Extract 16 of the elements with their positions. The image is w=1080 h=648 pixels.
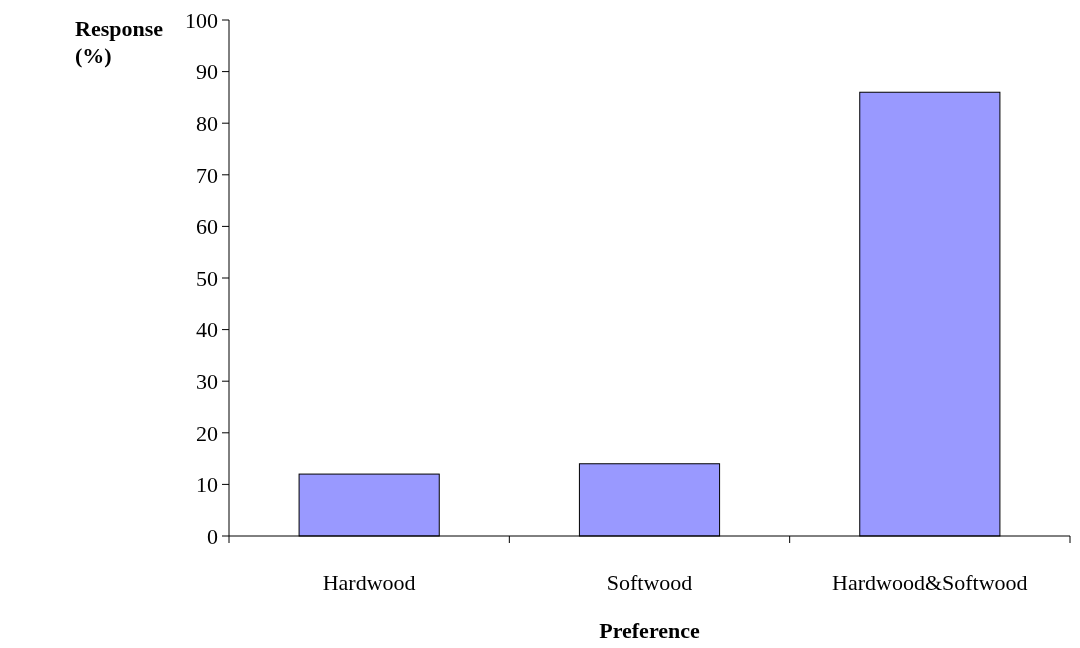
y-tick-label: 10	[196, 472, 218, 498]
x-tick-label: Hardwood&Softwood	[832, 570, 1028, 595]
x-tick-label: Softwood	[606, 570, 693, 595]
y-tick-label: 30	[196, 368, 218, 394]
y-tick-label: 100	[185, 7, 218, 33]
y-tick-label: 90	[196, 59, 218, 85]
y-tick-label: 70	[196, 162, 218, 188]
y-tick-label: 60	[196, 214, 218, 240]
y-tick-label: 80	[196, 110, 218, 136]
y-tick-label: 0	[207, 523, 218, 549]
y-tick-label: 20	[196, 420, 218, 446]
y-tick-label: 40	[196, 317, 218, 343]
y-tick-label: 50	[196, 265, 218, 291]
y-axis-title: Response (%)	[75, 16, 164, 68]
x-axis-title: Preference	[599, 618, 701, 643]
x-tick-label: Hardwood	[322, 570, 416, 595]
